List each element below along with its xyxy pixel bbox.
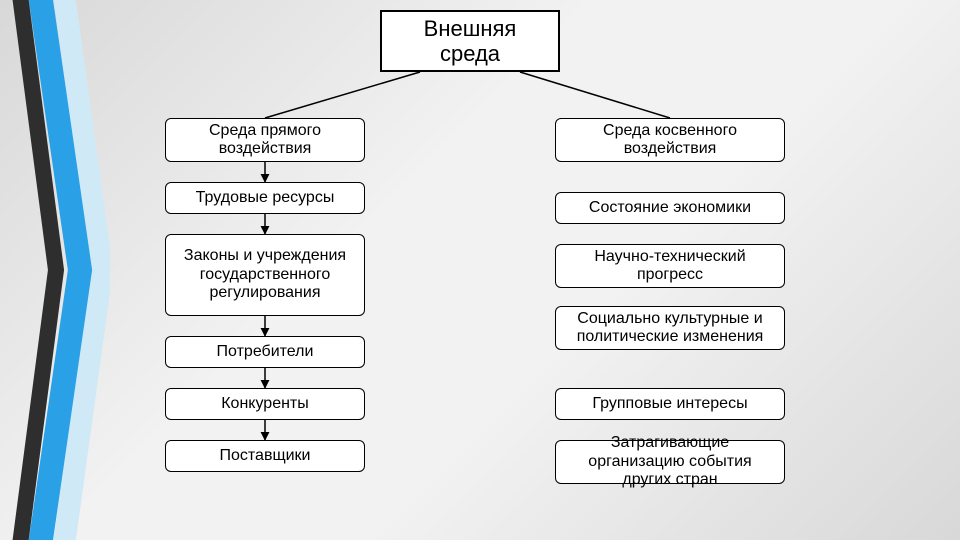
branch-header-left-label: Среда прямого воздействия bbox=[174, 122, 356, 159]
left-item-4-label: Поставщики bbox=[220, 447, 311, 465]
root-node: Внешняя среда bbox=[380, 10, 560, 72]
right-item-4: Затрагивающие организацию события других… bbox=[555, 440, 785, 484]
left-item-0-label: Трудовые ресурсы bbox=[196, 189, 335, 207]
root-label: Внешняя среда bbox=[392, 16, 548, 67]
left-item-0: Трудовые ресурсы bbox=[165, 182, 365, 214]
branch-header-right-label: Среда косвенного воздействия bbox=[564, 122, 776, 159]
right-item-0-label: Состояние экономики bbox=[589, 199, 751, 217]
left-item-4: Поставщики bbox=[165, 440, 365, 472]
connectors bbox=[0, 0, 960, 540]
right-item-4-label: Затрагивающие организацию события других… bbox=[564, 434, 776, 489]
right-item-3-label: Групповые интересы bbox=[592, 395, 747, 413]
right-item-1-label: Научно-технический прогресс bbox=[564, 248, 776, 285]
slide-decoration bbox=[0, 0, 110, 540]
left-item-1-label: Законы и учреждения государственного рег… bbox=[174, 247, 356, 302]
left-item-1: Законы и учреждения государственного рег… bbox=[165, 234, 365, 316]
right-item-0: Состояние экономики bbox=[555, 192, 785, 224]
branch-header-left: Среда прямого воздействия bbox=[165, 118, 365, 162]
right-item-2: Социально культурные и политические изме… bbox=[555, 306, 785, 350]
right-item-1: Научно-технический прогресс bbox=[555, 244, 785, 288]
left-item-2-label: Потребители bbox=[217, 343, 314, 361]
branch-header-right: Среда косвенного воздействия bbox=[555, 118, 785, 162]
right-item-3: Групповые интересы bbox=[555, 388, 785, 420]
right-item-2-label: Социально культурные и политические изме… bbox=[564, 310, 776, 347]
left-item-3-label: Конкуренты bbox=[221, 395, 309, 413]
left-item-2: Потребители bbox=[165, 336, 365, 368]
left-item-3: Конкуренты bbox=[165, 388, 365, 420]
